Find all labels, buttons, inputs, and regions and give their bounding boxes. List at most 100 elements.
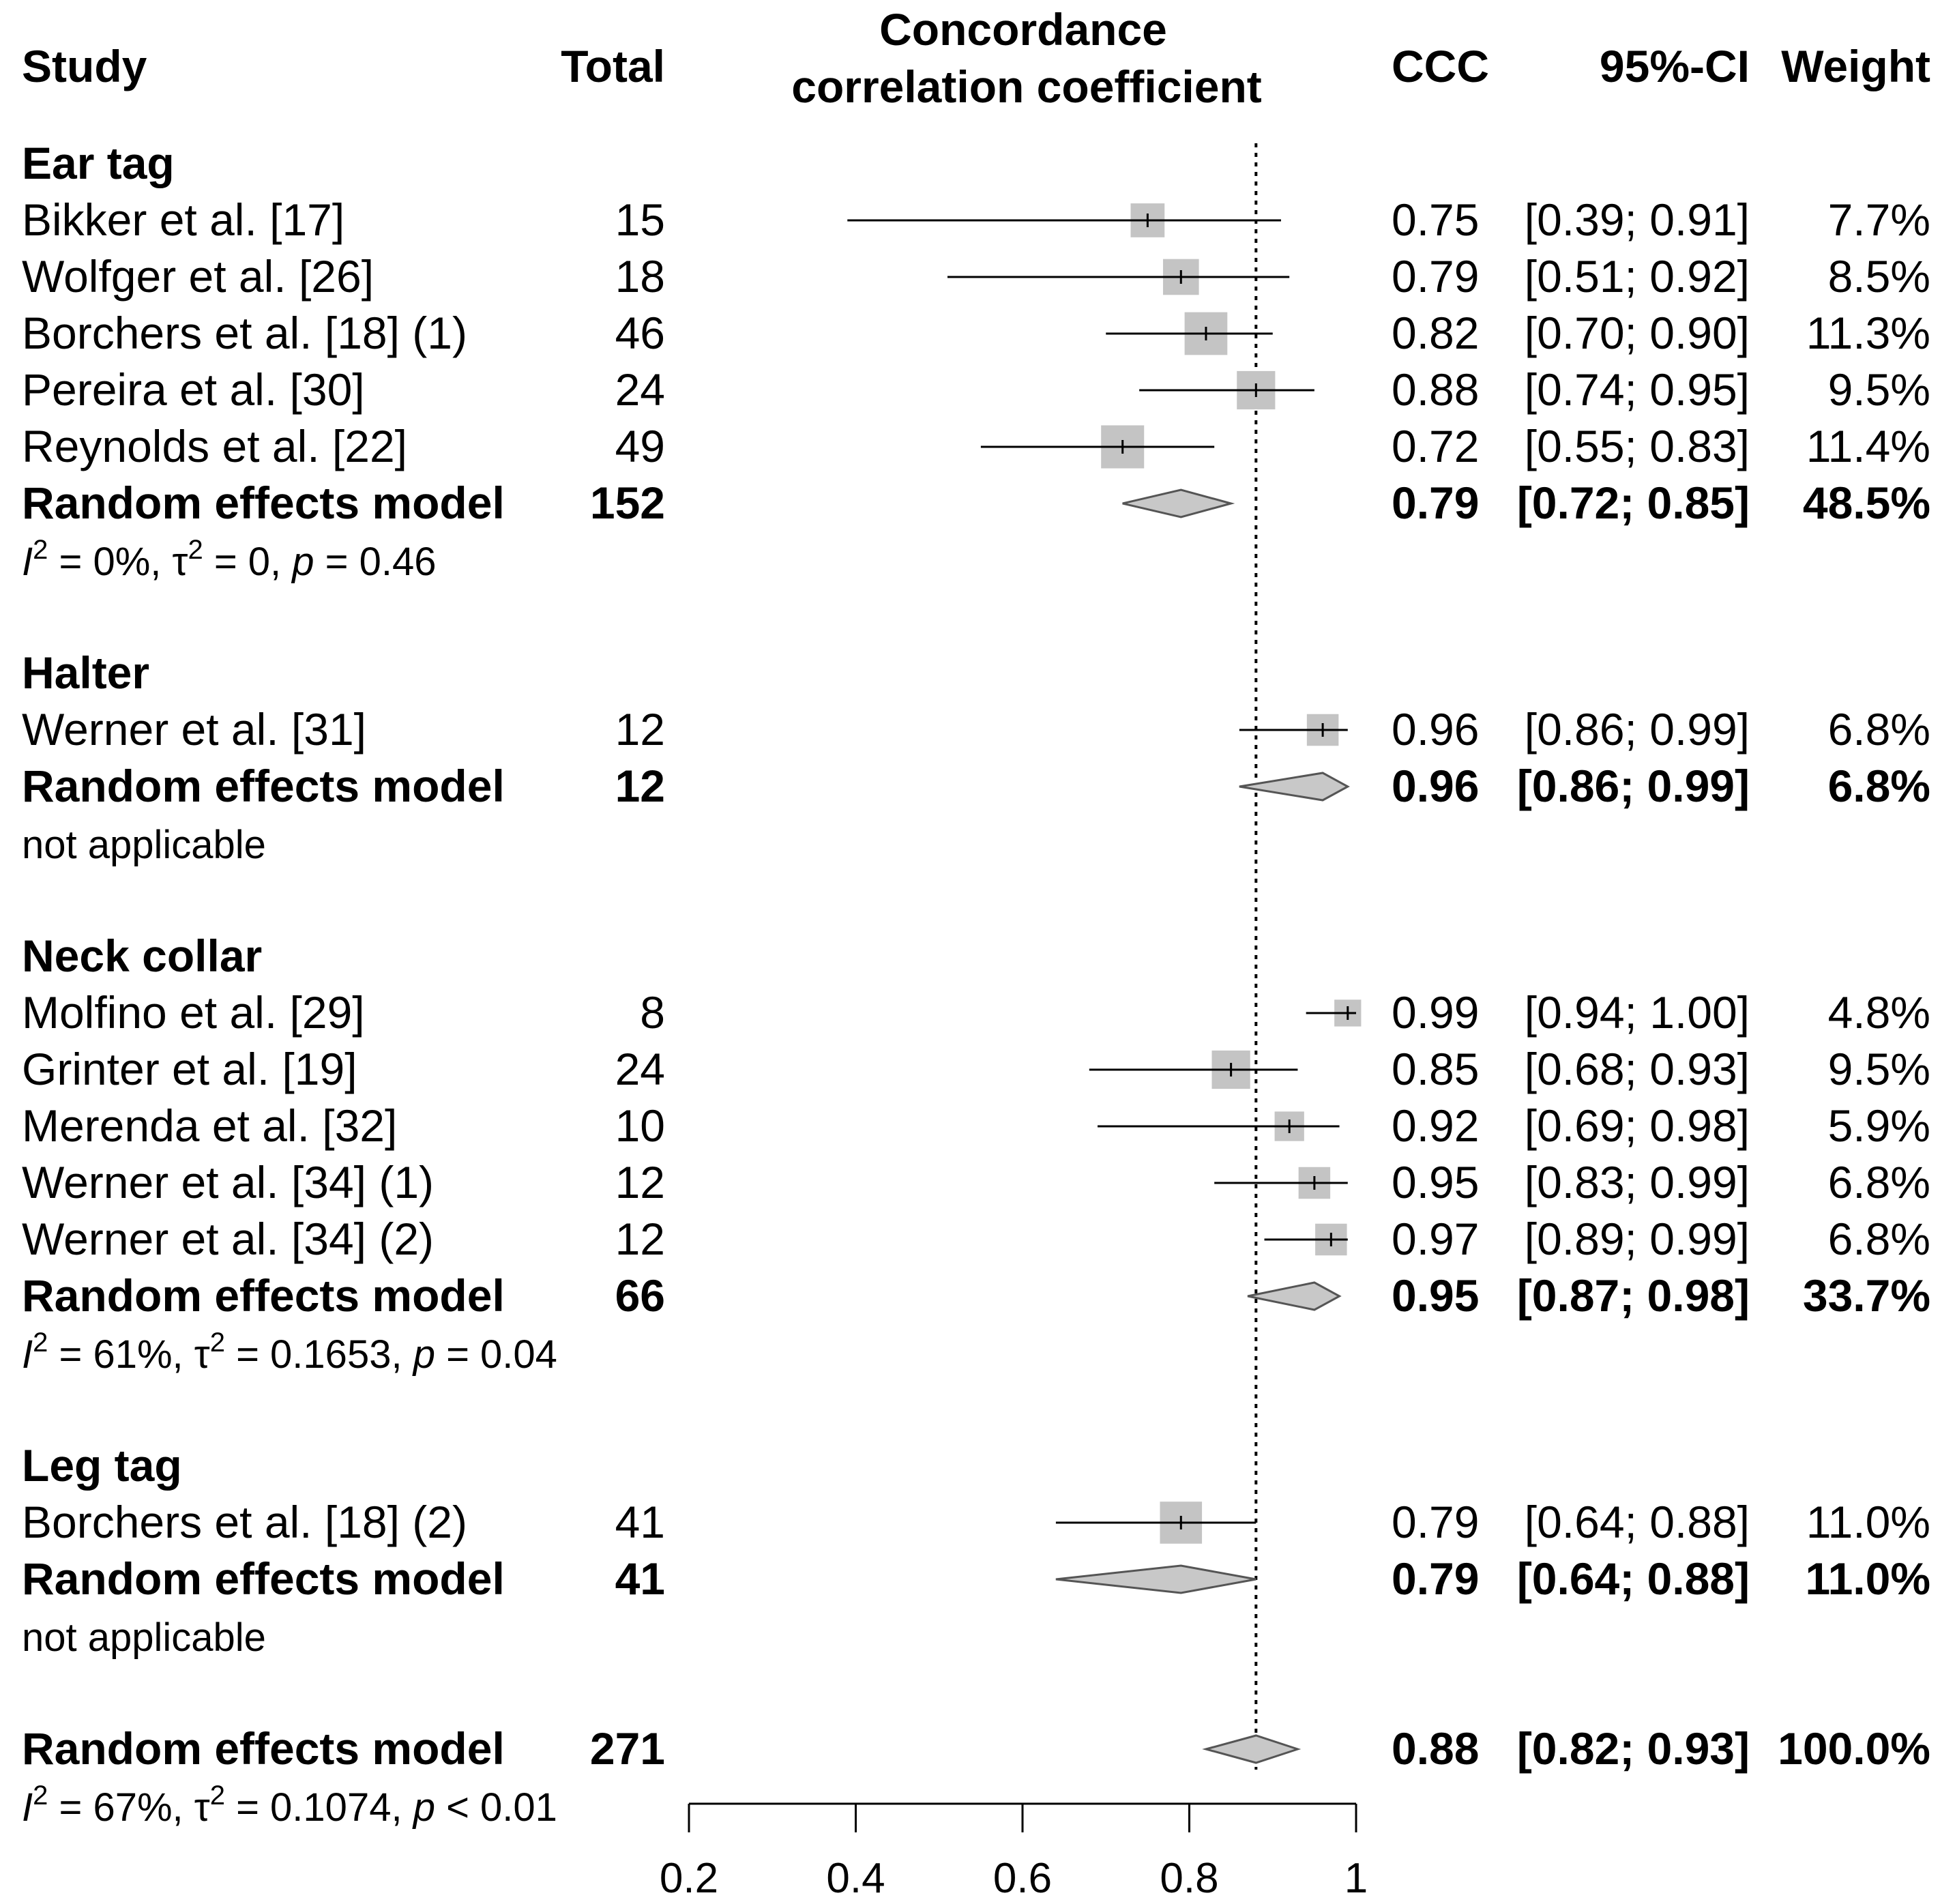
ci-value: [0.89; 0.99] bbox=[1525, 1214, 1750, 1264]
study-label: Reynolds et al. [22] bbox=[22, 421, 407, 471]
study-label: Borchers et al. [18] (2) bbox=[22, 1497, 467, 1547]
pooled-diamond bbox=[1122, 488, 1235, 518]
row-group: Halter bbox=[22, 647, 149, 698]
ci-value: [0.70; 0.90] bbox=[1525, 308, 1750, 358]
weight-value: 48.5% bbox=[1803, 478, 1930, 528]
header-study: Study bbox=[22, 41, 147, 91]
weight-value: 6.8% bbox=[1828, 1157, 1930, 1207]
ccc-value: 0.88 bbox=[1392, 1723, 1479, 1774]
weight-value: 9.5% bbox=[1828, 1044, 1930, 1094]
weight-value: 11.4% bbox=[1806, 421, 1930, 471]
ci-value: [0.55; 0.83] bbox=[1525, 421, 1750, 471]
total-value: 15 bbox=[615, 194, 665, 245]
pooled-diamond bbox=[1202, 1734, 1302, 1764]
pooled-label: Random effects model bbox=[22, 1553, 505, 1604]
row-study: Merenda et al. [32] 10 0.92 [0.69; 0.98] 5.9… bbox=[22, 1100, 1930, 1151]
ccc-value: 0.96 bbox=[1392, 704, 1479, 755]
row-study: Grinter et al. [19] 24 0.85 [0.68; 0.93] 9.5… bbox=[22, 1044, 1930, 1094]
total-value: 271 bbox=[590, 1723, 665, 1774]
heterogeneity-stats: I2 = 61%, τ2 = 0.1653, p = 0.04 bbox=[22, 1328, 557, 1377]
ci-value: [0.94; 1.00] bbox=[1525, 987, 1750, 1038]
row-group: Neck collar bbox=[22, 931, 262, 981]
weight-value: 6.8% bbox=[1828, 761, 1930, 811]
weight-value: 9.5% bbox=[1828, 364, 1930, 415]
pooled-diamond bbox=[1055, 1564, 1256, 1594]
weight-value: 33.7% bbox=[1803, 1270, 1930, 1321]
row-group: Ear tag bbox=[22, 138, 175, 188]
total-value: 66 bbox=[615, 1270, 665, 1321]
ccc-value: 0.79 bbox=[1392, 251, 1479, 302]
weight-value: 4.8% bbox=[1828, 987, 1930, 1038]
total-value: 12 bbox=[615, 1214, 665, 1264]
tick-label: 0.4 bbox=[826, 1855, 885, 1902]
study-label: Werner et al. [31] bbox=[22, 704, 366, 755]
row-het: I2 = 67%, τ2 = 0.1074, p < 0.01 bbox=[22, 1781, 557, 1830]
header-ccc: CCC bbox=[1392, 41, 1489, 91]
study-label: Molfino et al. [29] bbox=[22, 987, 365, 1038]
weight-value: 11.3% bbox=[1806, 308, 1930, 358]
study-label: Grinter et al. [19] bbox=[22, 1044, 357, 1094]
row-het: I2 = 0%, τ2 = 0, p = 0.46 bbox=[22, 535, 437, 584]
header-row: Study Total Concordance correlation coef… bbox=[22, 4, 1930, 112]
ccc-value: 0.96 bbox=[1392, 761, 1479, 811]
row-pooled: Random effects model 12 0.96 [0.86; 0.99] 6.… bbox=[22, 761, 1930, 811]
ci-value: [0.64; 0.88] bbox=[1517, 1553, 1750, 1604]
row-study: Pereira et al. [30] 24 0.88 [0.74; 0.95] 9.5… bbox=[22, 364, 1930, 415]
pooled-label: Random effects model bbox=[22, 761, 505, 811]
total-value: 10 bbox=[615, 1100, 665, 1151]
total-value: 46 bbox=[615, 308, 665, 358]
header-total: Total bbox=[561, 41, 665, 91]
total-value: 8 bbox=[640, 987, 665, 1038]
ccc-value: 0.92 bbox=[1392, 1100, 1479, 1151]
pooled-diamond bbox=[1247, 1281, 1342, 1311]
weight-value: 8.5% bbox=[1828, 251, 1930, 302]
ccc-value: 0.95 bbox=[1392, 1157, 1479, 1207]
weight-value: 7.7% bbox=[1828, 194, 1930, 245]
ci-value: [0.64; 0.88] bbox=[1525, 1497, 1750, 1547]
heterogeneity-stats: I2 = 0%, τ2 = 0, p = 0.46 bbox=[22, 535, 437, 584]
total-value: 49 bbox=[615, 421, 665, 471]
heterogeneity-note: not applicable bbox=[22, 823, 266, 867]
row-pooled: Random effects model 41 0.79 [0.64; 0.88] 11… bbox=[22, 1553, 1930, 1604]
total-value: 12 bbox=[615, 761, 665, 811]
ci-value: [0.39; 0.91] bbox=[1525, 194, 1750, 245]
study-label: Pereira et al. [30] bbox=[22, 364, 365, 415]
study-label: Werner et al. [34] (2) bbox=[22, 1214, 434, 1264]
row-study: Werner et al. [34] (1) 12 0.95 [0.83; 0.99]… bbox=[22, 1157, 1930, 1207]
row-study: Wolfger et al. [26] 18 0.79 [0.51; 0.92] 8.5… bbox=[22, 251, 1930, 302]
pooled-label: Random effects model bbox=[22, 478, 505, 528]
ci-value: [0.68; 0.93] bbox=[1525, 1044, 1750, 1094]
total-value: 24 bbox=[615, 364, 665, 415]
forest-rows: Ear tag Bikker et al. [17] 15 0.75 [0.39; 0.… bbox=[22, 138, 1930, 1830]
study-label: Wolfger et al. [26] bbox=[22, 251, 374, 302]
weight-value: 11.0% bbox=[1806, 1497, 1930, 1547]
row-study: Werner et al. [34] (2) 12 0.97 [0.89; 0.99]… bbox=[22, 1214, 1930, 1264]
ccc-value: 0.79 bbox=[1392, 1497, 1479, 1547]
study-label: Bikker et al. [17] bbox=[22, 194, 344, 245]
pooled-label: Random effects model bbox=[22, 1723, 505, 1774]
weight-value: 5.9% bbox=[1828, 1100, 1930, 1151]
ccc-value: 0.82 bbox=[1392, 308, 1479, 358]
ccc-value: 0.99 bbox=[1392, 987, 1479, 1038]
ccc-value: 0.97 bbox=[1392, 1214, 1479, 1264]
row-note: not applicable bbox=[22, 1615, 266, 1660]
row-pooled: Random effects model 271 0.88 [0.82; 0.93] 1… bbox=[22, 1723, 1930, 1774]
total-value: 12 bbox=[615, 1157, 665, 1207]
weight-value: 6.8% bbox=[1828, 1214, 1930, 1264]
ccc-value: 0.75 bbox=[1392, 194, 1479, 245]
ci-value: [0.69; 0.98] bbox=[1525, 1100, 1750, 1151]
ccc-value: 0.79 bbox=[1392, 478, 1479, 528]
ccc-value: 0.88 bbox=[1392, 364, 1479, 415]
row-study: Werner et al. [31] 12 0.96 [0.86; 0.99] 6.8% bbox=[22, 704, 1930, 755]
ci-value: [0.51; 0.92] bbox=[1525, 251, 1750, 302]
pooled-diamond bbox=[1239, 772, 1350, 802]
row-study: Borchers et al. [18] (2) 41 0.79 [0.64; 0.8… bbox=[22, 1497, 1930, 1547]
group-label: Ear tag bbox=[22, 138, 175, 188]
ccc-value: 0.72 bbox=[1392, 421, 1479, 471]
weight-value: 11.0% bbox=[1806, 1553, 1931, 1604]
group-label: Neck collar bbox=[22, 931, 262, 981]
row-study: Reynolds et al. [22] 49 0.72 [0.55; 0.83] 11… bbox=[22, 421, 1930, 471]
row-study: Borchers et al. [18] (1) 46 0.82 [0.70; 0.9… bbox=[22, 308, 1930, 358]
tick-label: 1 bbox=[1344, 1855, 1368, 1902]
